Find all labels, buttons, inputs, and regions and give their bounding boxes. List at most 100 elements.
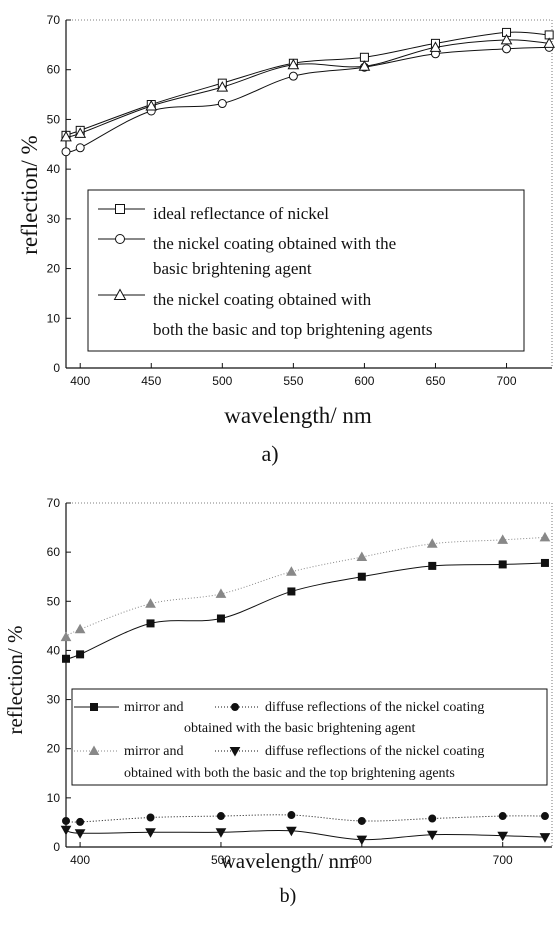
chart-b-legend: mirror and diffuse reflections of the ni… xyxy=(71,688,548,786)
y-tick-label: 60 xyxy=(47,545,61,559)
data-point xyxy=(498,812,507,821)
x-tick-label: 450 xyxy=(141,374,161,388)
chart-b-legend-markers xyxy=(74,703,260,757)
x-tick-label: 700 xyxy=(497,374,517,388)
x-tick-label: 400 xyxy=(70,374,90,388)
data-point xyxy=(426,538,438,548)
y-tick-label: 20 xyxy=(47,742,61,756)
legend-marker xyxy=(115,204,125,214)
chart-a-legend-text: the nickel coating obtained with the xyxy=(153,234,396,253)
data-point xyxy=(286,566,297,576)
data-point xyxy=(62,816,70,825)
y-tick-label: 10 xyxy=(47,311,61,325)
legend-marker xyxy=(90,703,98,711)
y-tick-label: 40 xyxy=(47,643,61,657)
y-tick-label: 0 xyxy=(53,840,60,854)
data-point xyxy=(288,71,298,81)
chart-b-legend-box xyxy=(71,688,548,786)
legend-marker xyxy=(231,703,239,711)
data-point xyxy=(146,813,155,822)
series-line xyxy=(65,829,545,841)
data-point xyxy=(359,52,369,62)
data-point xyxy=(215,588,227,598)
y-tick-label: 20 xyxy=(47,262,61,276)
chart-b-legend-text: obtained with the basic brightening agen… xyxy=(184,721,415,736)
data-point xyxy=(62,654,70,663)
y-tick-label: 30 xyxy=(47,212,61,226)
data-point xyxy=(356,551,368,562)
data-point xyxy=(498,560,507,569)
chart-b-xlabel: wavelength/ nm xyxy=(221,849,356,873)
chart-a-series xyxy=(60,27,556,157)
data-point xyxy=(540,812,549,821)
data-point xyxy=(287,587,296,596)
data-point xyxy=(74,127,87,138)
data-point xyxy=(216,812,225,821)
data-point xyxy=(61,147,71,157)
x-tick-label: 500 xyxy=(211,853,231,867)
data-point xyxy=(539,531,551,542)
x-tick-label: 600 xyxy=(352,853,372,867)
data-point xyxy=(358,60,371,71)
chart-a-panel-label: a) xyxy=(261,441,278,466)
chart-b-legend-text: mirror and xyxy=(124,744,183,759)
data-point xyxy=(543,37,556,48)
data-point xyxy=(287,811,296,820)
y-tick-label: 40 xyxy=(47,162,61,176)
data-point xyxy=(145,828,156,838)
data-point xyxy=(216,81,229,92)
data-point xyxy=(145,99,158,111)
chart-a: 0 10 20 30 40 50 60 70 400 450 500 550 600 650 700 ide… xyxy=(17,13,556,466)
data-point xyxy=(60,825,72,836)
series-line xyxy=(65,39,550,138)
chart-a-legend-text: ideal reflectance of nickel xyxy=(153,204,329,223)
chart-b-panel-label: b) xyxy=(280,885,297,907)
chart-a-legend: ideal reflectance of nickel the nickel c… xyxy=(87,189,525,352)
x-tick-label: 550 xyxy=(283,374,303,388)
data-point xyxy=(429,41,442,52)
data-point xyxy=(76,650,85,659)
series-line xyxy=(65,562,545,660)
x-tick-label: 500 xyxy=(212,374,232,388)
data-point xyxy=(60,631,72,642)
chart-a-legend-box xyxy=(87,189,525,352)
x-tick-label: 600 xyxy=(354,374,374,388)
legend-marker xyxy=(113,288,127,300)
chart-a-ylabel: reflection/ % xyxy=(17,135,42,254)
data-point xyxy=(497,534,509,544)
data-point xyxy=(287,58,300,70)
x-tick-label: 400 xyxy=(70,853,90,867)
data-point xyxy=(286,826,297,837)
data-point xyxy=(146,619,155,628)
series-line xyxy=(65,814,545,823)
legend-marker xyxy=(229,747,241,757)
chart-a-legend-markers xyxy=(98,204,145,300)
chart-b-ylabel: reflection/ % xyxy=(3,625,27,734)
y-tick-label: 0 xyxy=(53,361,60,375)
data-point xyxy=(357,572,366,581)
y-tick-label: 30 xyxy=(47,693,61,707)
data-point xyxy=(502,44,512,54)
data-point xyxy=(539,833,551,843)
legend-marker xyxy=(88,745,100,755)
data-point xyxy=(76,817,85,826)
chart-a-legend-text: basic brightening agent xyxy=(153,259,312,278)
y-tick-label: 50 xyxy=(47,112,61,126)
series-line xyxy=(65,31,550,136)
data-point xyxy=(75,143,85,153)
chart-b-legend-text: diffuse reflections of the nickel coatin… xyxy=(265,744,484,759)
chart-b-legend-text: obtained with both the basic and the top… xyxy=(124,766,455,781)
chart-b-axes: 0 10 20 30 40 50 60 70 400 500 600 700 xyxy=(47,496,553,867)
chart-b-series xyxy=(60,531,551,846)
chart-a-legend-text: the nickel coating obtained with xyxy=(153,290,372,309)
data-point xyxy=(500,33,513,45)
y-tick-label: 70 xyxy=(47,13,61,27)
data-point xyxy=(356,835,368,846)
x-tick-label: 700 xyxy=(493,853,513,867)
series-line xyxy=(65,46,550,153)
y-tick-label: 70 xyxy=(47,496,61,510)
y-tick-label: 10 xyxy=(47,791,61,805)
chart-a-legend-text: both the basic and top brightening agent… xyxy=(153,320,433,339)
data-point xyxy=(215,828,227,838)
